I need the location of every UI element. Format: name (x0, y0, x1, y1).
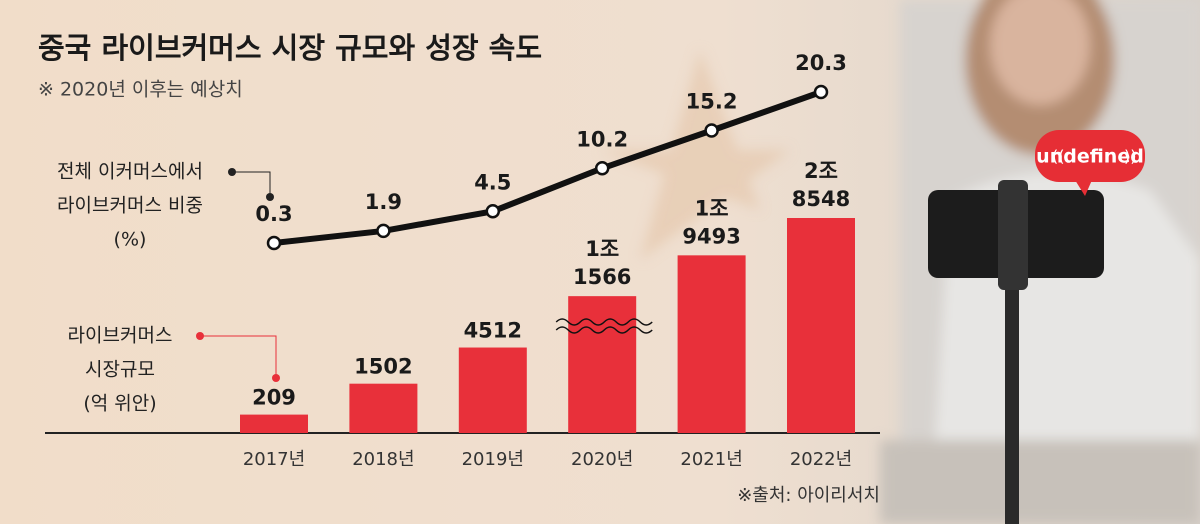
line-value-label: 0.3 (255, 202, 292, 226)
bar (458, 347, 527, 433)
x-tick-label: 2021년 (680, 449, 742, 470)
phone-stand (928, 180, 1104, 524)
bar-value-label: 1조 9493 (682, 196, 740, 248)
legend-connectors (196, 168, 280, 382)
bar (349, 383, 418, 433)
line-point (485, 204, 501, 219)
bar (787, 218, 855, 433)
x-tick-label: 2018년 (352, 449, 414, 470)
x-tick-label: 2022년 (790, 449, 852, 470)
bar (568, 296, 637, 433)
line-value-label: 10.2 (576, 127, 628, 151)
bar (240, 414, 308, 433)
line-value-label: 20.3 (795, 51, 847, 75)
chart-subtitle: ※ 2020년 이후는 예상치 (38, 79, 243, 101)
line-point (813, 84, 829, 100)
legend-label: 라이브커머스 (68, 325, 173, 347)
line-value-label: 4.5 (474, 170, 511, 194)
bar-value-label: 4512 (464, 319, 522, 343)
bar (677, 255, 746, 433)
legend-label: (%) (114, 229, 147, 251)
badge-wave: (( (1052, 147, 1064, 166)
line-point (704, 123, 719, 138)
bar-value-label: 2조 8548 (792, 159, 850, 211)
legend-label: 시장규모 (85, 359, 155, 381)
bar-value-label: 209 (252, 386, 296, 410)
line-value-label: 15.2 (686, 90, 738, 114)
legend-label: 전체 이커머스에서 (57, 161, 203, 183)
line-point (376, 223, 391, 239)
chart-title: 중국 라이브커머스 시장 규모와 성장 속도 (38, 31, 542, 65)
legend-label: (억 위안) (83, 393, 156, 415)
line-point (266, 235, 282, 251)
legend-label: 라이브커머스 비중 (57, 195, 203, 217)
line-point (594, 161, 610, 176)
axis-break (555, 318, 653, 334)
x-tick-label: 2020년 (571, 449, 633, 470)
bar-value-label: 1조 1566 (573, 237, 631, 289)
bar-value-label: 1502 (354, 355, 412, 379)
x-tick-label: 2017년 (243, 449, 305, 470)
line (273, 89, 822, 246)
x-tick-label: 2019년 (462, 449, 524, 470)
source: ※출처: 아이리서치 (737, 485, 880, 506)
badge-wave: )) (1124, 147, 1136, 166)
badge-text: undefined (1036, 146, 1144, 168)
line-value-label: 1.9 (365, 190, 402, 214)
live-badge: undefined (( )) (1035, 130, 1145, 196)
